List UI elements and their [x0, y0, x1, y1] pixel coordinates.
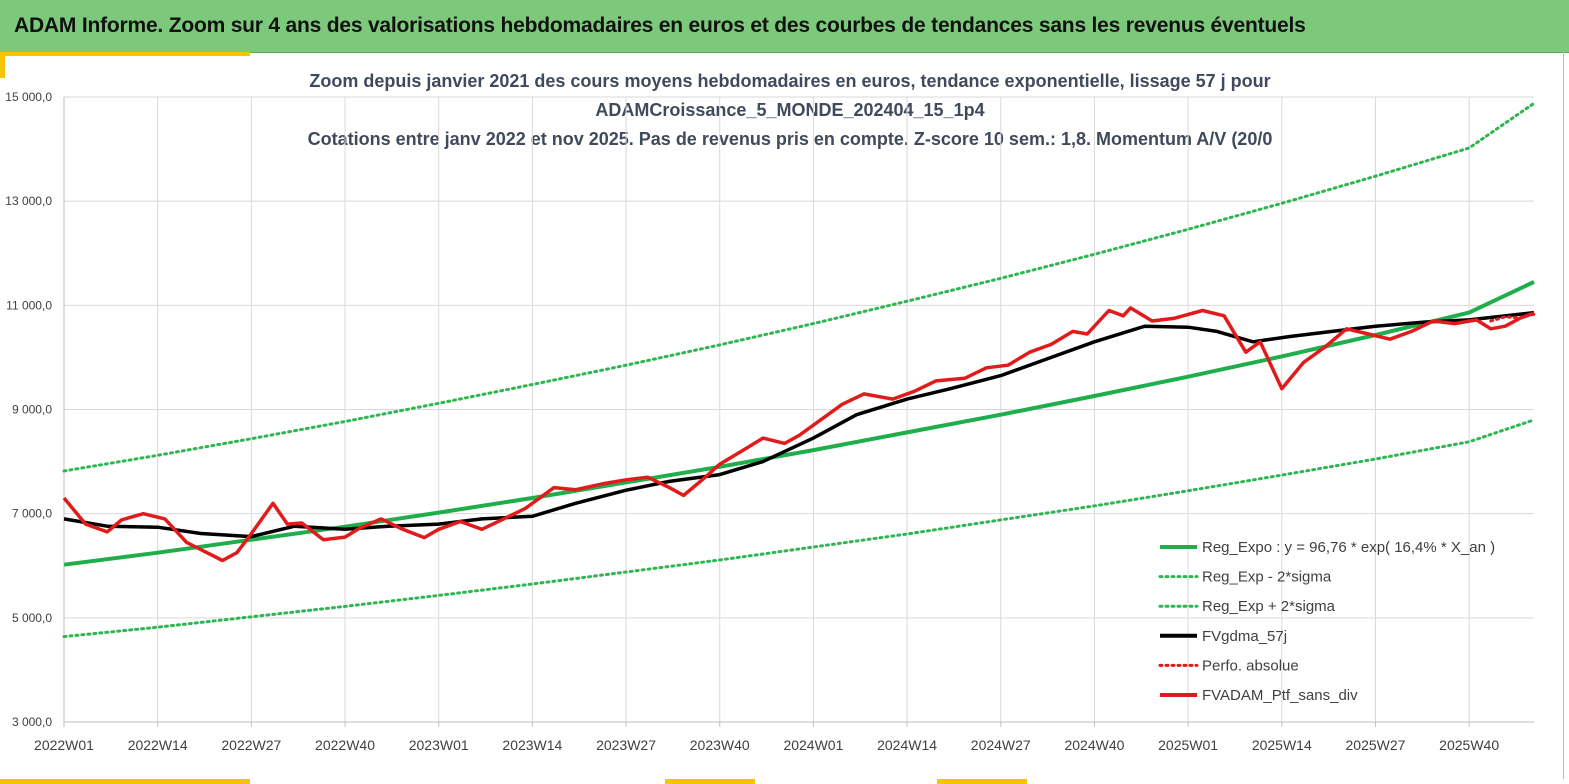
x-tick-label: 2025W14 — [1252, 737, 1312, 753]
x-tick-label: 2025W27 — [1346, 737, 1406, 753]
y-tick-label: 13 000,0 — [5, 194, 52, 208]
chart-frame-edge — [1563, 52, 1564, 779]
y-tick-label: 7 000,0 — [12, 507, 52, 521]
y-tick-label: 15 000,0 — [5, 90, 52, 104]
x-tick-label: 2023W40 — [690, 737, 750, 753]
x-tick-label: 2025W40 — [1439, 737, 1499, 753]
x-tick-label: 2024W14 — [877, 737, 937, 753]
x-tick-label: 2025W01 — [1158, 737, 1218, 753]
x-tick-label: 2024W27 — [971, 737, 1031, 753]
y-tick-label: 11 000,0 — [6, 298, 52, 312]
legend-label: Reg_Exp + 2*sigma — [1202, 598, 1336, 615]
x-tick-label: 2023W27 — [596, 737, 656, 753]
legend-label: Perfo. absolue — [1202, 657, 1299, 674]
accent-stripe-top — [0, 52, 250, 56]
series-line-4 — [1489, 312, 1536, 323]
y-tick-label: 5 000,0 — [12, 611, 52, 625]
x-tick-label: 2023W14 — [502, 737, 562, 753]
x-tick-label: 2024W40 — [1064, 737, 1124, 753]
chart-title-line-2: ADAMCroissance_5_MONDE_202404_15_1p4 — [595, 100, 985, 120]
legend-label: Reg_Exp - 2*sigma — [1202, 569, 1332, 586]
page-title: ADAM Informe. Zoom sur 4 ans des valoris… — [14, 14, 1306, 37]
series-line-2 — [62, 101, 1536, 473]
legend-label: FVgdma_57j — [1202, 628, 1287, 645]
chart-title-line-3: Cotations entre janv 2022 et nov 2025. P… — [307, 129, 1273, 149]
legend-label: FVADAM_Ptf_sans_div — [1202, 687, 1358, 704]
x-tick-label: 2022W01 — [34, 737, 94, 753]
chart-title-line-1: Zoom depuis janvier 2021 des cours moyen… — [309, 71, 1271, 91]
series-line-3 — [63, 310, 1535, 539]
legend-label: Reg_Expo : y = 96,76 * exp( 16,4% * X_an… — [1202, 539, 1495, 556]
accent-stripe-bottom-right — [937, 779, 1027, 784]
y-tick-label: 3 000,0 — [12, 715, 52, 729]
header-bar: ADAM Informe. Zoom sur 4 ans des valoris… — [0, 0, 1569, 53]
series-line-1 — [62, 418, 1536, 639]
series-line-5 — [62, 306, 1535, 563]
x-tick-label: 2022W14 — [128, 737, 188, 753]
x-tick-label: 2023W01 — [409, 737, 469, 753]
y-tick-label: 9 000,0 — [12, 403, 52, 417]
accent-stripe-left — [0, 52, 5, 78]
accent-stripe-bottom-left — [0, 779, 250, 784]
x-tick-label: 2022W40 — [315, 737, 375, 753]
x-tick-label: 2024W01 — [783, 737, 843, 753]
accent-stripe-bottom-mid — [665, 779, 755, 784]
x-tick-label: 2022W27 — [221, 737, 281, 753]
